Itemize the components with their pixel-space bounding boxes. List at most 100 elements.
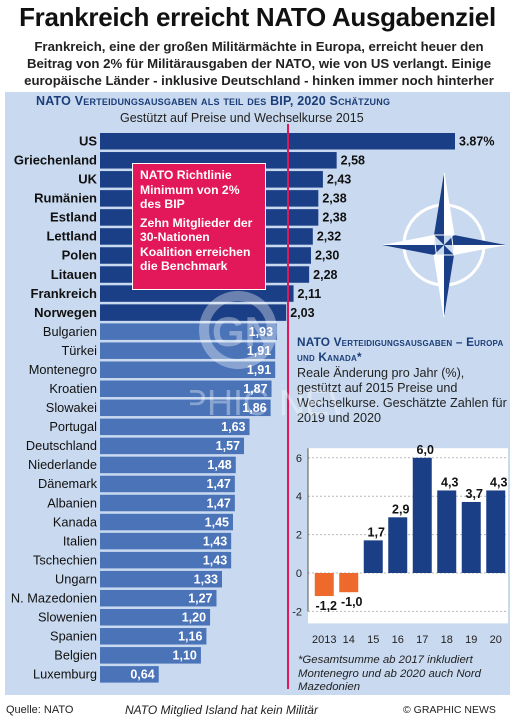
main-title: Frankreich erreicht NATO Ausgabenziel (19, 2, 496, 32)
value-label: 1,33 (194, 572, 218, 586)
eu-value-label: 1,7 (368, 525, 385, 539)
bar-spanien (100, 628, 207, 645)
country-label: Dänemark (38, 476, 98, 491)
value-label: 2,11 (298, 287, 322, 301)
callout-guideline-text: NATO Richtlinie Minimum von 2% des BIP (140, 168, 240, 211)
eu-y-tick-label: 0 (296, 568, 302, 580)
country-label: Estland (50, 210, 97, 225)
eu-value-label: 3,7 (466, 487, 483, 501)
eu-value-label: -1,0 (341, 595, 363, 609)
bar-norwegen (100, 304, 287, 321)
value-label: 1,43 (203, 553, 227, 567)
eu-bar-16 (388, 517, 408, 573)
country-label: Portugal (49, 419, 97, 434)
country-label: Deutschland (26, 438, 97, 453)
value-label: 2,03 (290, 306, 314, 320)
value-label: 2,58 (341, 154, 365, 168)
eu-bar-18 (437, 490, 457, 573)
bar-us (100, 133, 455, 150)
bar-italien (100, 532, 232, 550)
bar-kroatien (100, 380, 272, 398)
value-label: 1,43 (203, 534, 227, 548)
country-label: Niederlande (28, 457, 97, 472)
bar-n-mazedonien (100, 589, 217, 607)
value-label: 0,64 (130, 668, 154, 682)
nato-guideline-callout: NATO Richtlinie Minimum von 2% des BIP Z… (132, 163, 266, 290)
footer-source: Quelle: NATO (6, 704, 74, 716)
value-label: 1,27 (188, 591, 212, 605)
country-label: Slowenien (38, 610, 97, 625)
eu-chart-subtitle: Reale Änderung pro Jahr (%), gestützt au… (297, 366, 507, 425)
country-label: Litauen (51, 267, 97, 282)
bar-albanien (100, 494, 235, 512)
eu-y-tick-label: 2 (296, 530, 302, 542)
nato-chart-title: NATO Verteidungsausgaben als teil des BI… (36, 94, 391, 108)
country-label: Belgien (54, 648, 97, 663)
bar-montenegro (100, 361, 276, 378)
eu-year-label: 14 (343, 634, 355, 646)
value-label: 2,38 (322, 211, 346, 225)
eu-year-label: 16 (392, 634, 404, 646)
eu-year-label: 19 (465, 634, 477, 646)
country-label: Türkei (61, 343, 97, 358)
eu-y-tick-label: -2 (292, 606, 302, 618)
country-label: Bulgarien (43, 324, 97, 339)
country-label: Albanien (47, 495, 97, 510)
value-label: 1,91 (247, 344, 271, 358)
country-label: Montenegro (29, 362, 97, 377)
country-label: Polen (62, 248, 97, 263)
eu-value-label: 2,9 (392, 502, 409, 516)
bar-bulgarien (100, 323, 278, 340)
bar-niederlande (100, 456, 236, 474)
country-label: Frankreich (31, 286, 98, 301)
value-label: 1,93 (249, 325, 273, 339)
value-label: 1,47 (207, 477, 231, 491)
bar-luxemburg (100, 666, 159, 683)
country-label: Kanada (53, 514, 98, 529)
country-label: US (79, 134, 97, 149)
eu-canada-panel: NATO Verteidigungsausgaben – Europa und … (297, 335, 510, 426)
footer-credit: © GRAPHIC NEWS (403, 704, 496, 716)
bar-türkei (100, 342, 276, 359)
value-label: 1,87 (243, 382, 267, 396)
bar-deutschland (100, 437, 245, 455)
eu-chart-title: NATO Verteidigungsausgaben – Europa und … (297, 335, 504, 364)
bar-ungarn (100, 570, 223, 588)
country-label: Luxemburg (33, 667, 97, 682)
eu-value-label: 4,3 (441, 475, 458, 489)
value-label: 1,47 (207, 496, 231, 510)
eu-bar-17 (412, 457, 432, 573)
eu-bar-2013 (314, 573, 334, 597)
bar-tschechien (100, 551, 232, 569)
eu-value-label: 6,0 (417, 443, 434, 457)
eu-bar-15 (363, 540, 383, 573)
value-label: 1,45 (205, 515, 229, 529)
bar-dänemark (100, 475, 235, 493)
country-label: Griechenland (14, 153, 97, 168)
country-label: Italien (63, 533, 97, 548)
nato-chart-subtitle: Gestützt auf Preise und Wechselkurse 201… (120, 111, 364, 125)
eu-bar-14 (339, 573, 359, 593)
value-label: 2,30 (315, 249, 339, 263)
country-label: N. Mazedonien (11, 590, 97, 605)
footer-note: NATO Mitglied Island hat kein Militär (125, 703, 318, 717)
subtitle: Frankreich, eine der großen Militärmächt… (24, 39, 494, 88)
nato-compass-logo (382, 172, 506, 318)
country-label: Kroatien (49, 381, 97, 396)
value-label: 1,86 (242, 401, 266, 415)
eu-year-label: 2013 (312, 634, 336, 646)
country-label: Rumänien (34, 191, 97, 206)
bar-portugal (100, 418, 250, 436)
value-label: 2,28 (313, 268, 337, 282)
eu-year-label: 18 (441, 634, 453, 646)
eu-bar-19 (461, 501, 481, 573)
value-label: 1,48 (207, 458, 231, 472)
eu-value-label: -1,2 (315, 599, 337, 613)
value-label: 2,43 (327, 173, 351, 187)
callout-members-text: Zehn Mitglieder der 30-Nationen Koalitio… (140, 215, 253, 274)
country-label: Lettland (46, 229, 97, 244)
eu-value-label: 4,3 (490, 475, 507, 489)
country-label: Spanien (50, 629, 97, 644)
